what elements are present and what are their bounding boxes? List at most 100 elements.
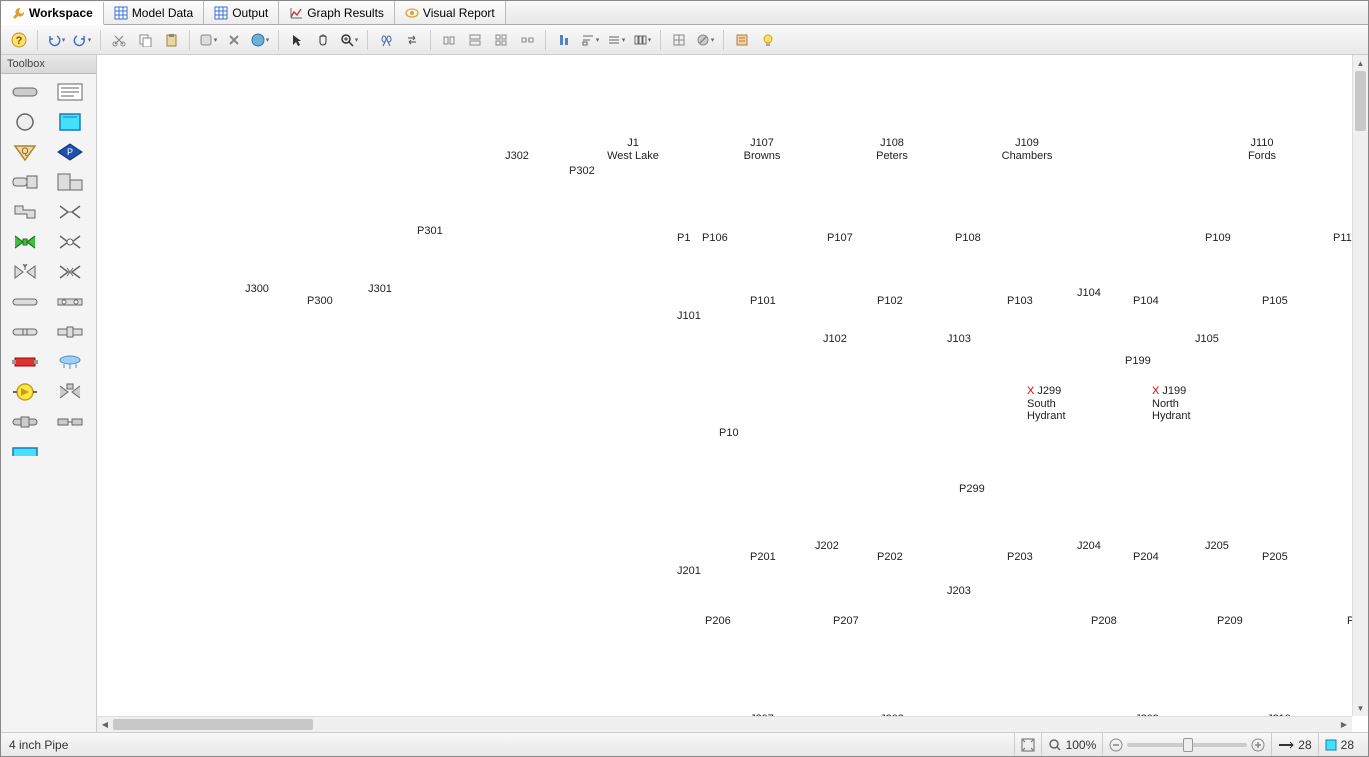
fit-button[interactable] — [1014, 733, 1041, 756]
layout3-button[interactable] — [489, 28, 513, 52]
toolbox-tool-2[interactable] — [7, 110, 43, 134]
status-bar: 4 inch Pipe 100% 28 28 — [1, 732, 1368, 756]
zoom-out-icon[interactable] — [1109, 738, 1123, 752]
toolbox-tool-22[interactable] — [7, 410, 43, 434]
props-button[interactable] — [730, 28, 754, 52]
pipe-count: 28 — [1271, 733, 1317, 756]
toolbox-tool-10[interactable] — [7, 230, 43, 254]
node-label-J299: X J299SouthHydrant — [1027, 385, 1066, 423]
svg-text:?: ? — [16, 35, 23, 47]
main-area: Toolbox QP QQQQQQQQQQQQ P300P301P302P1P1… — [1, 55, 1368, 732]
pipe-label-P102: P102 — [877, 295, 903, 308]
zoom-tool[interactable] — [337, 28, 361, 52]
pointer-tool[interactable] — [285, 28, 309, 52]
jct-label-J300: J300 — [245, 283, 269, 296]
tab-visual-report[interactable]: Visual Report — [395, 1, 506, 24]
toolbox-tool-14[interactable] — [7, 290, 43, 314]
node-label-J1: J1 West Lake — [607, 137, 659, 162]
toolbox-tool-6[interactable] — [7, 170, 43, 194]
block-button[interactable] — [693, 28, 717, 52]
layout2-button[interactable] — [463, 28, 487, 52]
align1-button[interactable] — [578, 28, 602, 52]
toolbox-panel: Toolbox QP — [1, 55, 97, 732]
toolbox-tool-18[interactable] — [7, 350, 43, 374]
layout1-button[interactable] — [437, 28, 461, 52]
toolbox-tool-8[interactable] — [7, 200, 43, 224]
jct-label-J302: J302 — [505, 150, 529, 163]
pipe-label-P205: P205 — [1262, 551, 1288, 564]
toolbox-tool-15[interactable] — [52, 290, 88, 314]
toolbox-tool-23[interactable] — [52, 410, 88, 434]
toolbox-tool-0[interactable] — [7, 80, 43, 104]
scale-button[interactable] — [552, 28, 576, 52]
toolbox-tool-19[interactable] — [52, 350, 88, 374]
jct-label-J104: J104 — [1077, 287, 1101, 300]
tab-graph-results[interactable]: Graph Results — [279, 1, 395, 24]
jct-label-J203: J203 — [947, 585, 971, 598]
break-button[interactable] — [515, 28, 539, 52]
tab-bar: WorkspaceModel DataOutputGraph ResultsVi… — [1, 1, 1368, 25]
align2-button[interactable] — [604, 28, 628, 52]
toolbox-tool-3[interactable] — [52, 110, 88, 134]
toolbox-tool-17[interactable] — [52, 320, 88, 344]
toolbox-tool-7[interactable] — [52, 170, 88, 194]
pipe-label-P300: P300 — [307, 295, 333, 308]
find-button[interactable] — [374, 28, 398, 52]
pan-tool[interactable] — [311, 28, 335, 52]
undo-button[interactable] — [44, 28, 68, 52]
toolbox-tool-4[interactable]: Q — [7, 140, 43, 164]
toolbox-tool-11[interactable] — [52, 230, 88, 254]
pipe-label-P199: P199 — [1125, 355, 1151, 368]
shape-button[interactable] — [196, 28, 220, 52]
pipe-label-P301: P301 — [417, 225, 443, 238]
cut-button[interactable] — [107, 28, 131, 52]
zoom-in-icon[interactable] — [1251, 738, 1265, 752]
pipe-label-P105: P105 — [1262, 295, 1288, 308]
zoom-readout[interactable]: 100% — [1041, 733, 1103, 756]
pipe-label-P302: P302 — [569, 165, 595, 178]
help-icon[interactable]: ? — [7, 28, 31, 52]
jct-label-J202: J202 — [815, 540, 839, 553]
node-label-J108: J108 Peters — [876, 137, 908, 162]
status-text: 4 inch Pipe — [9, 738, 68, 752]
toolbox-tool-21[interactable] — [52, 380, 88, 404]
tab-model-data[interactable]: Model Data — [104, 1, 204, 24]
align3-button[interactable] — [630, 28, 654, 52]
toolbox-tool-13[interactable] — [52, 260, 88, 284]
workspace-canvas[interactable]: QQQQQQQQQQQQ — [97, 55, 397, 205]
main-toolbar: ? — [1, 25, 1368, 55]
canvas-wrap: QQQQQQQQQQQQ P300P301P302P1P106P107P108P… — [97, 55, 1368, 732]
toolbox-grid: QP — [1, 74, 96, 470]
svg-text:P: P — [66, 147, 72, 157]
swap-button[interactable] — [400, 28, 424, 52]
pipe-label-P203: P203 — [1007, 551, 1033, 564]
toolbox-tool-1[interactable] — [52, 80, 88, 104]
toolbox-tool-20[interactable] — [7, 380, 43, 404]
toolbox-title: Toolbox — [1, 55, 96, 74]
pipe-label-P101: P101 — [750, 295, 776, 308]
redo-button[interactable] — [70, 28, 94, 52]
toolbox-tool-5[interactable]: P — [52, 140, 88, 164]
toolbox-tool-9[interactable] — [52, 200, 88, 224]
copy-button[interactable] — [133, 28, 157, 52]
toolbox-tool-24[interactable] — [7, 440, 43, 464]
toolbox-tool-12[interactable] — [7, 260, 43, 284]
grid-button[interactable] — [667, 28, 691, 52]
toolbox-tool-16[interactable] — [7, 320, 43, 344]
globe-button[interactable] — [248, 28, 272, 52]
node-label-J109: J109 Chambers — [1002, 137, 1053, 162]
zoom-slider[interactable] — [1102, 733, 1271, 756]
pipe-label-P107: P107 — [827, 232, 853, 245]
vertical-scrollbar[interactable]: ▲▼ — [1352, 55, 1368, 716]
node-label-J199: X J199NorthHydrant — [1152, 385, 1191, 423]
delete-button[interactable] — [222, 28, 246, 52]
pipe-label-P209: P209 — [1217, 615, 1243, 628]
paste-button[interactable] — [159, 28, 183, 52]
tab-workspace[interactable]: Workspace — [1, 2, 104, 25]
node-count: 28 — [1318, 733, 1360, 756]
node-label-J110: J110 Fords — [1248, 137, 1276, 162]
bulb-icon[interactable] — [756, 28, 780, 52]
pipe-label-P104: P104 — [1133, 295, 1159, 308]
horizontal-scrollbar[interactable]: ◀▶ — [97, 716, 1352, 732]
tab-output[interactable]: Output — [204, 1, 279, 24]
